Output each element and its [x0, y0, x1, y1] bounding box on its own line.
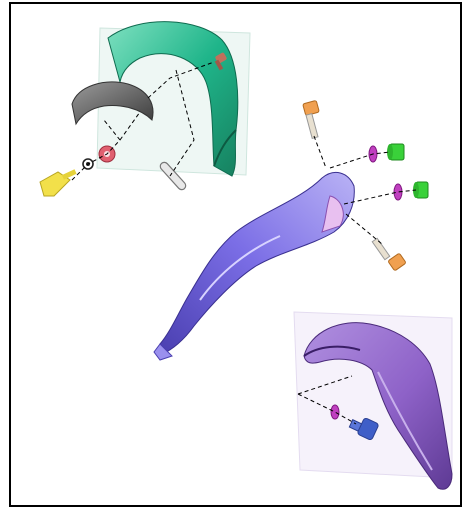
green-nut-2 [413, 181, 429, 199]
front-leader-lines [71, 61, 215, 181]
tail-washer [330, 404, 340, 420]
front-fender-edge [213, 129, 237, 167]
tail-leader-lines [297, 375, 357, 425]
rear-fender-group [153, 100, 429, 361]
rear-fender [159, 171, 355, 355]
orange-bolt-top [302, 100, 320, 139]
rear-fender-ridge [199, 235, 281, 301]
orange-bolt-bottom [371, 237, 406, 271]
tail-piece-group [293, 311, 453, 490]
yellow-bolt [39, 169, 77, 197]
front-fender-group [39, 21, 251, 197]
tail-piece [303, 322, 453, 490]
fender-bracket [159, 161, 187, 191]
rear-fender-tip [153, 343, 173, 361]
rear-leader-lines [313, 135, 417, 245]
rear-fender-flap [321, 195, 344, 233]
tail-piece-ridge [377, 371, 433, 471]
fender-bolt [214, 52, 227, 71]
frame-border [9, 2, 462, 507]
green-nut-1 [387, 143, 405, 161]
front-fender [107, 21, 239, 177]
tail-piece-lip [303, 345, 361, 357]
mud-guard [71, 81, 154, 126]
